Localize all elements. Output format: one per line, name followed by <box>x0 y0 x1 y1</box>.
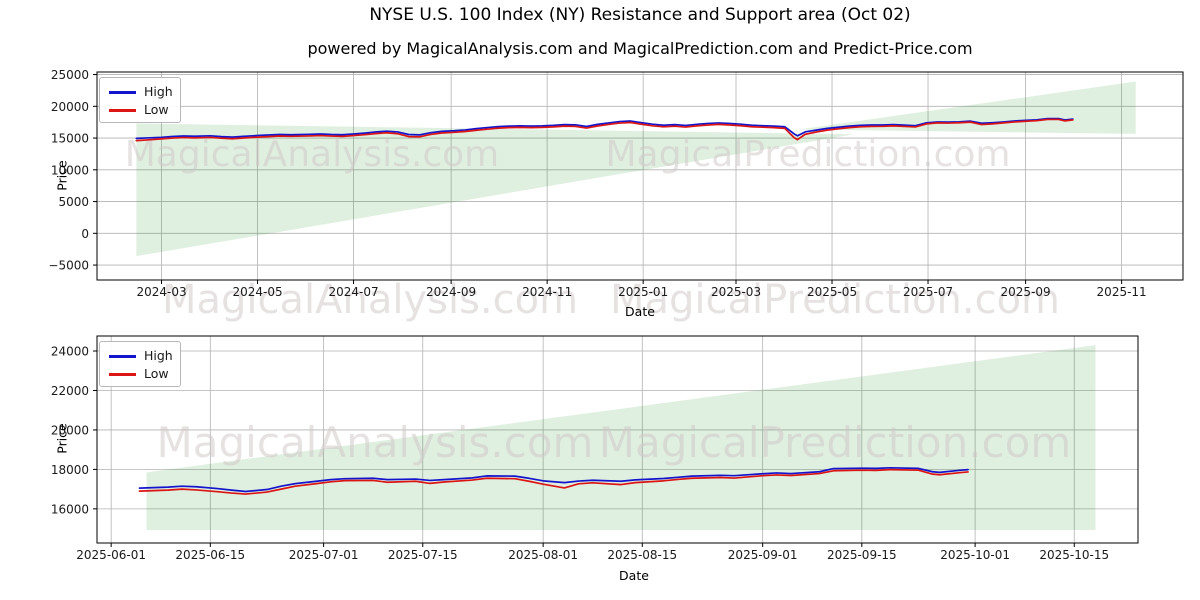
x-tick-label: 2025-07-01 <box>289 548 359 562</box>
legend-high-line-sample <box>109 90 136 94</box>
x-tick-label: 2024-11 <box>522 285 572 299</box>
x-axis-label-overview: Date <box>625 304 655 319</box>
legend-low-line-sample <box>109 372 136 376</box>
x-tick-label: 2025-09-15 <box>827 548 897 562</box>
legend-row-low: Low <box>109 365 170 383</box>
x-tick-label: 2025-11 <box>1097 285 1147 299</box>
watermark-text: MagicalPrediction.com <box>599 418 1072 467</box>
watermark-text: MagicalAnalysis.com <box>162 277 578 323</box>
x-tick-label: 2025-09 <box>1001 285 1051 299</box>
y-tick-label: 16000 <box>51 502 89 516</box>
legend-low-line-sample <box>109 108 136 112</box>
y-tick-label: 0 <box>81 227 89 241</box>
x-tick-label: 2025-01 <box>618 285 668 299</box>
support-resistance-area <box>136 123 855 257</box>
x-tick-label: 2025-08-01 <box>508 548 578 562</box>
x-tick-label: 2024-07 <box>328 285 378 299</box>
y-tick-label: 25000 <box>51 68 89 82</box>
legend-recent: High Low <box>99 341 181 387</box>
y-tick-label: 5000 <box>58 195 89 209</box>
x-tick-label: 2025-10-01 <box>940 548 1010 562</box>
y-tick-label: 20000 <box>51 423 89 437</box>
legend-row-high: High <box>109 347 173 365</box>
low-line <box>138 468 969 495</box>
watermark-text: MagicalPrediction.com <box>610 277 1060 323</box>
watermark-text: MagicalAnalysis.com <box>157 418 594 467</box>
figure-subtitle: powered by MagicalAnalysis.com and Magic… <box>307 39 973 58</box>
y-tick-label: 24000 <box>51 344 89 358</box>
x-tick-label: 2025-06-15 <box>175 548 245 562</box>
low-line <box>135 118 1074 142</box>
y-tick-label: 10000 <box>51 163 89 177</box>
legend-high-label: High <box>144 84 173 99</box>
legend-high-line-sample <box>109 354 136 358</box>
high-line <box>138 466 969 493</box>
legend-low-label: Low <box>144 102 169 117</box>
x-tick-label: 2025-10-15 <box>1039 548 1109 562</box>
x-tick-label: 2025-08-15 <box>607 548 677 562</box>
x-tick-label: 2025-06-01 <box>76 548 146 562</box>
x-axis-label-recent: Date <box>619 568 649 583</box>
figure-title: NYSE U.S. 100 Index (NY) Resistance and … <box>369 5 911 25</box>
high-line <box>135 117 1074 140</box>
legend-high-label: High <box>144 348 173 363</box>
legend-low-label: Low <box>144 366 169 381</box>
x-tick-label: 2024-05 <box>232 285 282 299</box>
x-tick-label: 2025-07 <box>903 285 953 299</box>
x-tick-label: 2025-03 <box>711 285 761 299</box>
y-tick-label: 22000 <box>51 384 89 398</box>
y-tick-label: 20000 <box>51 100 89 114</box>
watermark-text: MagicalAnalysis.com <box>125 134 499 175</box>
y-tick-label: 15000 <box>51 132 89 146</box>
support-resistance-area <box>146 345 1096 530</box>
x-tick-label: 2025-05 <box>807 285 857 299</box>
legend-overview: High Low <box>99 77 181 123</box>
y-axis-label-overview: Price <box>54 160 70 191</box>
plot-frame <box>96 71 1184 281</box>
x-tick-label: 2025-07-15 <box>388 548 458 562</box>
y-tick-label: −5000 <box>48 259 89 273</box>
watermark-text: MagicalPrediction.com <box>606 134 1011 175</box>
y-axis-label-recent: Price <box>54 423 70 454</box>
plot-frame <box>96 335 1139 544</box>
x-tick-label: 2024-09 <box>426 285 476 299</box>
y-tick-label: 18000 <box>51 463 89 477</box>
x-tick-label: 2025-09-01 <box>728 548 798 562</box>
support-resistance-area <box>798 81 1136 134</box>
legend-row-low: Low <box>109 101 170 119</box>
x-tick-label: 2024-03 <box>136 285 186 299</box>
legend-row-high: High <box>109 83 173 101</box>
